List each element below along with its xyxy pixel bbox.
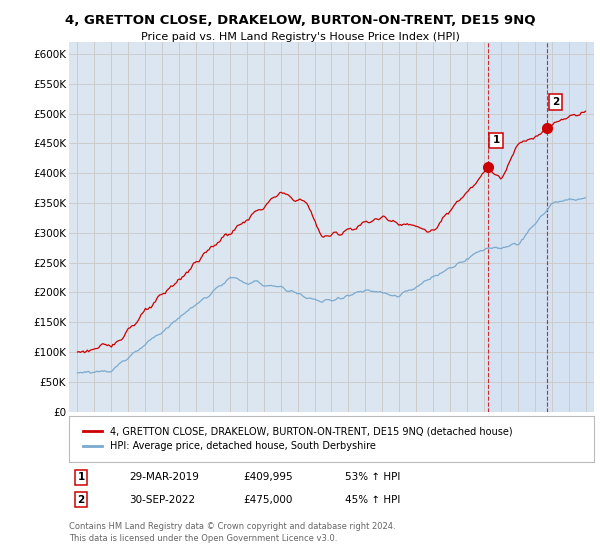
- Bar: [488, 42, 547, 412]
- Text: 30-SEP-2022: 30-SEP-2022: [129, 494, 195, 505]
- Text: 1: 1: [493, 136, 500, 146]
- Legend: 4, GRETTON CLOSE, DRAKELOW, BURTON-ON-TRENT, DE15 9NQ (detached house), HPI: Ave: 4, GRETTON CLOSE, DRAKELOW, BURTON-ON-TR…: [79, 423, 517, 455]
- Text: Price paid vs. HM Land Registry's House Price Index (HPI): Price paid vs. HM Land Registry's House …: [140, 32, 460, 43]
- Bar: [547, 42, 594, 412]
- Text: 4, GRETTON CLOSE, DRAKELOW, BURTON-ON-TRENT, DE15 9NQ: 4, GRETTON CLOSE, DRAKELOW, BURTON-ON-TR…: [65, 14, 535, 27]
- Text: 29-MAR-2019: 29-MAR-2019: [129, 472, 199, 482]
- Text: Contains HM Land Registry data © Crown copyright and database right 2024.
This d: Contains HM Land Registry data © Crown c…: [69, 522, 395, 543]
- Text: 2: 2: [551, 97, 559, 107]
- Text: 45% ↑ HPI: 45% ↑ HPI: [345, 494, 400, 505]
- Text: £475,000: £475,000: [243, 494, 292, 505]
- Text: 1: 1: [77, 472, 85, 482]
- Text: 53% ↑ HPI: 53% ↑ HPI: [345, 472, 400, 482]
- Text: £409,995: £409,995: [243, 472, 293, 482]
- Text: 2: 2: [77, 494, 85, 505]
